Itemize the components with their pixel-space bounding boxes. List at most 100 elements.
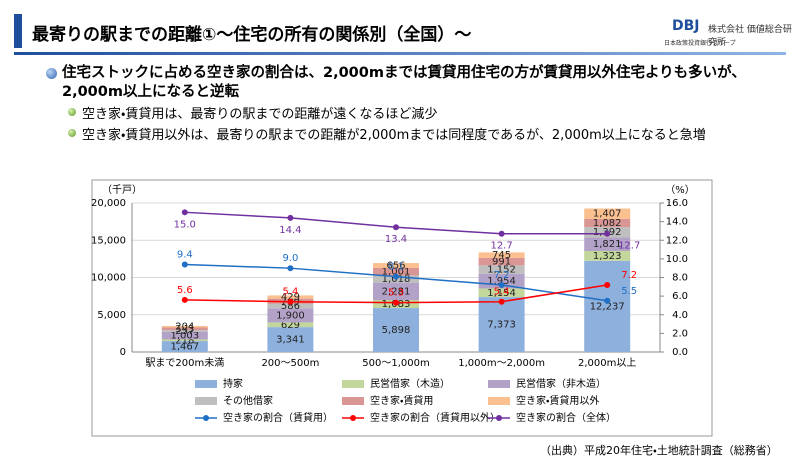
line-point	[498, 230, 505, 237]
bar-segment	[584, 260, 631, 352]
y-tick-label: 20,000	[91, 198, 126, 209]
y-tick-label: 0	[120, 347, 126, 358]
bar-segment	[584, 237, 631, 251]
line-point	[604, 230, 611, 237]
data-label: 1,407	[593, 209, 622, 220]
data-label: 991	[492, 257, 511, 268]
bar-segment	[267, 327, 314, 352]
line-point	[393, 224, 399, 231]
bar-segment	[161, 341, 208, 352]
legend-swatch	[203, 415, 209, 421]
header-rule	[14, 52, 786, 55]
bar-segment	[478, 265, 525, 274]
source-note: （出典）平成20年住宅・土地統計調査（総務省）	[540, 444, 778, 457]
data-label: 1,152	[487, 265, 516, 276]
bar-segment	[267, 308, 314, 323]
legend-label: 持家	[223, 377, 243, 390]
legend-label: 民営借家（木造）	[370, 377, 450, 390]
bar-segment	[161, 325, 208, 328]
bullet-icon	[46, 68, 57, 79]
line-label: 12.7	[490, 241, 512, 252]
bar-segment	[478, 252, 525, 258]
slide-title: 最寄りの駅までの距離①～住宅の所有の関係別（全国）～	[32, 25, 472, 45]
y-tick-label: 10,000	[91, 273, 126, 284]
bar-segment	[267, 303, 314, 309]
line-point	[287, 214, 294, 221]
bar-segment	[161, 339, 208, 342]
line-label: 9.4	[177, 249, 193, 260]
data-label: 5,898	[382, 325, 411, 336]
bullet-icon	[68, 108, 76, 116]
data-label: 257	[175, 326, 194, 337]
bar-segment	[373, 267, 419, 276]
bar-segment	[478, 297, 525, 352]
data-label: 1,954	[487, 276, 516, 287]
bar-segment	[478, 273, 525, 289]
data-label: 7,373	[487, 320, 516, 331]
data-label: 3,341	[276, 335, 305, 346]
y2-tick-label: 16.0	[666, 198, 688, 209]
legend-label: 空き家の割合（賃貸用）	[223, 411, 333, 424]
bar-segment	[584, 250, 631, 261]
data-label: 1,467	[170, 342, 199, 353]
line-point	[181, 296, 188, 303]
y-axis-title: （千戸）	[102, 184, 142, 196]
legend-label: 空き家・賃貸用	[370, 394, 433, 407]
line-point	[393, 273, 399, 280]
data-label: 1,003	[170, 331, 199, 342]
data-label: 1,018	[382, 274, 411, 285]
x-tick-label: 2,000m以上	[578, 357, 636, 369]
data-label: 429	[281, 292, 300, 303]
legend-swatch	[342, 397, 364, 405]
data-label: 218	[175, 335, 194, 346]
bar-segment	[478, 288, 525, 298]
data-label: 1,821	[593, 239, 622, 250]
data-label: 1,001	[382, 267, 411, 278]
y2-tick-label: 6.0	[672, 291, 688, 302]
legend-swatch	[488, 380, 510, 388]
legend-swatch	[342, 380, 364, 388]
line-label: 5.4	[494, 287, 510, 298]
data-label: 745	[492, 250, 511, 261]
line-label: 7.2	[621, 270, 637, 281]
data-label: 12,237	[590, 301, 625, 312]
logo: DBJ	[672, 18, 700, 34]
line-point	[498, 281, 505, 288]
data-label: 1,900	[276, 310, 305, 321]
y2-tick-label: 14.0	[666, 217, 688, 228]
line-label: 12.7	[618, 241, 640, 252]
bar-segment	[161, 331, 208, 340]
y2-tick-label: 0.0	[672, 347, 688, 358]
line-label: 5.4	[282, 287, 298, 298]
data-label: 1,323	[593, 251, 622, 262]
bar-segment	[267, 295, 314, 299]
bar-segment	[373, 282, 419, 300]
bar-segment	[584, 208, 631, 219]
y2-tick-label: 12.0	[666, 235, 688, 246]
bar-segment	[584, 218, 631, 228]
bar-segment	[161, 330, 208, 332]
bar-segment	[267, 322, 314, 328]
sub-bullet: 空き家・賃貸用以外は、最寄りの駅までの距離が2,000mまでは同程度であるが、2…	[82, 128, 706, 143]
legend-swatch	[488, 397, 510, 405]
bar-segment	[478, 257, 525, 266]
company-name: 株式会社 価値総合研究所	[708, 25, 792, 48]
line-label: 9.0	[282, 253, 298, 264]
line-point	[287, 265, 294, 272]
y2-tick-label: 10.0	[666, 254, 688, 265]
line-point	[181, 261, 188, 268]
y-tick-label: 5,000	[97, 310, 126, 321]
bullet-icon	[68, 129, 76, 137]
line-label: 14.4	[279, 225, 301, 236]
legend-swatch	[350, 415, 356, 421]
data-label: 204	[175, 322, 194, 333]
line-point	[181, 209, 188, 216]
bar-segment	[373, 263, 419, 268]
line-label: 7.2	[494, 270, 510, 281]
legend-label: 民営借家（非木造）	[516, 377, 606, 390]
header-bar	[14, 14, 22, 48]
line-point	[393, 299, 399, 306]
legend-label: 空き家の割合（賃貸用以外）	[370, 411, 500, 424]
